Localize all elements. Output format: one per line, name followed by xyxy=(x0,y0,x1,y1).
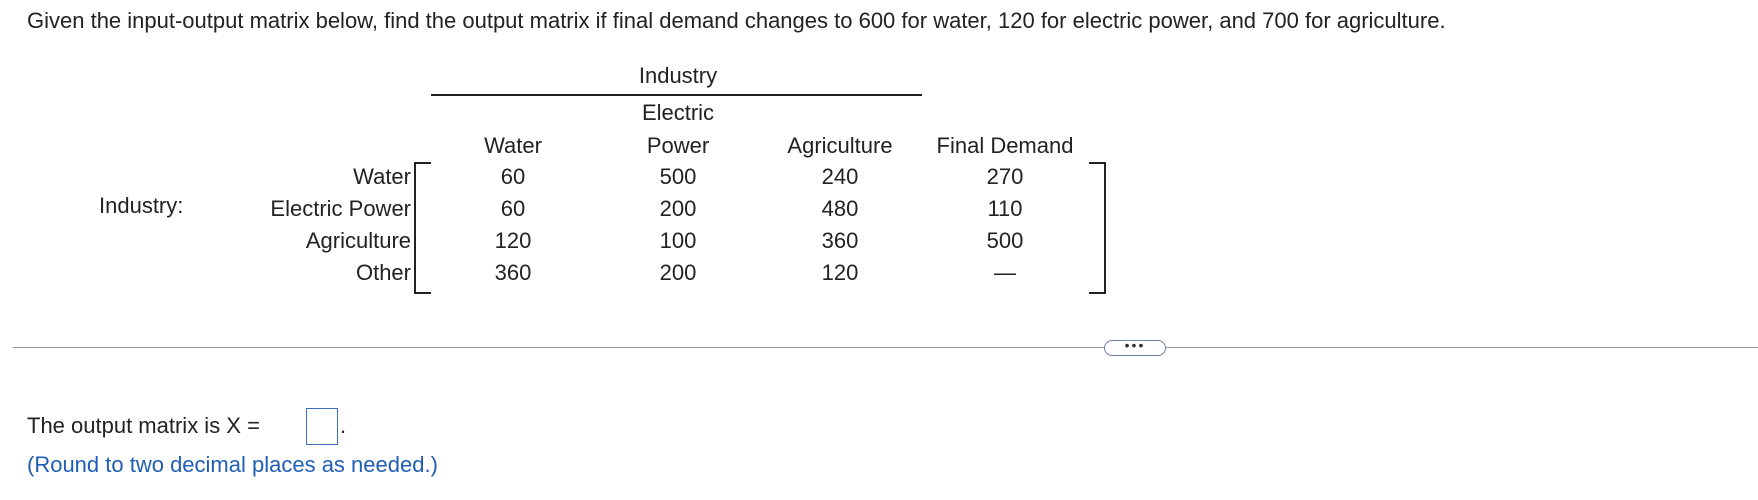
matrix-cell: 60 xyxy=(500,196,526,221)
matrix-cell: 200 xyxy=(659,196,697,221)
right-bracket xyxy=(1089,162,1106,294)
answer-suffix: . xyxy=(340,413,347,438)
row-group-label: Industry: xyxy=(99,193,184,218)
matrix-cell: 240 xyxy=(821,164,859,189)
matrix-cell: — xyxy=(994,260,1016,285)
matrix-cell: 110 xyxy=(987,196,1023,221)
column-header: Water xyxy=(484,133,542,158)
column-header: Final Demand xyxy=(936,133,1074,158)
row-label: Agriculture xyxy=(305,228,411,253)
left-bracket xyxy=(414,162,431,294)
matrix-cell: 360 xyxy=(821,228,859,253)
row-label: Water xyxy=(353,164,411,189)
column-header: Agriculture xyxy=(787,133,893,158)
separator xyxy=(13,347,1758,348)
matrix-cell: 500 xyxy=(659,164,697,189)
matrix-cell: 480 xyxy=(821,196,859,221)
matrix-cell: 500 xyxy=(986,228,1024,253)
matrix-cell: 270 xyxy=(986,164,1024,189)
matrix-cell: 60 xyxy=(500,164,526,189)
table-group-header: Industry xyxy=(638,63,718,88)
matrix-cell: 100 xyxy=(659,228,697,253)
answer-note: (Round to two decimal places as needed.) xyxy=(27,452,438,477)
row-label: Other xyxy=(355,260,411,285)
matrix-cell: 200 xyxy=(659,260,697,285)
header-rule xyxy=(431,94,922,96)
expand-button[interactable]: ••• xyxy=(1104,338,1166,356)
answer-prompt: The output matrix is X = xyxy=(27,413,260,438)
matrix-cell: 360 xyxy=(494,260,532,285)
matrix-cell: 120 xyxy=(821,260,859,285)
question: Given the input-output matrix below, fin… xyxy=(27,8,1446,33)
column-header: Electric Power xyxy=(641,100,715,158)
matrix-cell: 120 xyxy=(494,228,532,253)
row-label: Electric Power xyxy=(270,196,411,221)
answer-input[interactable] xyxy=(306,408,338,445)
